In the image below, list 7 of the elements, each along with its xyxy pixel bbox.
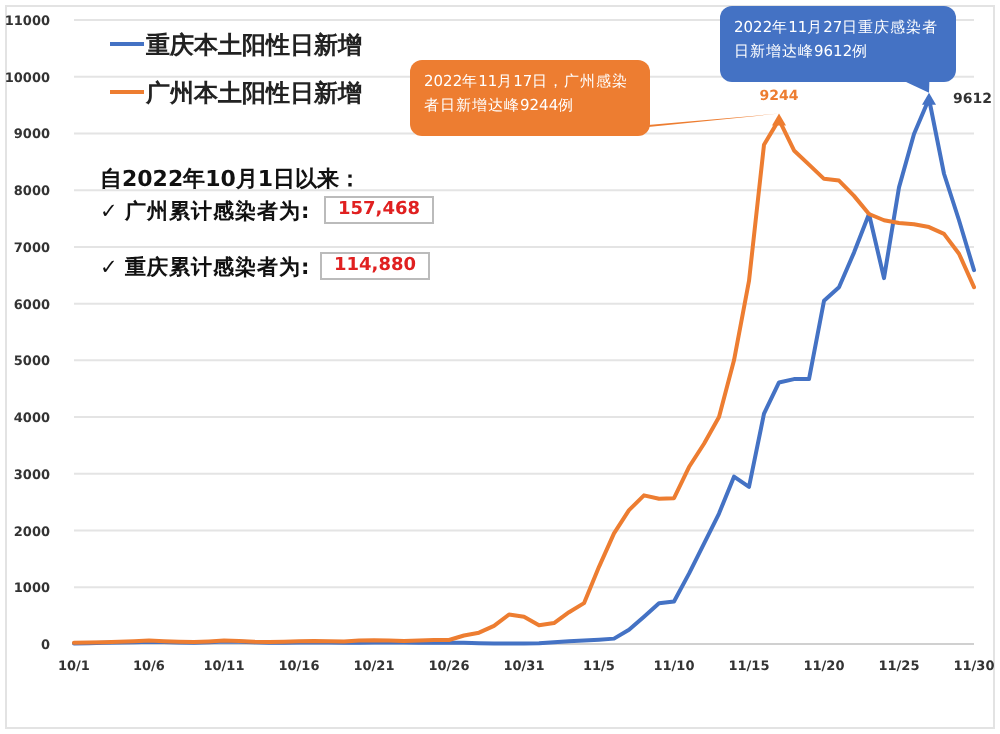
legend-label: 重庆本土阳性日新增 xyxy=(144,31,362,59)
annotation: 157,468 xyxy=(324,196,434,224)
annotation: ✓ 重庆累计感染者为: xyxy=(100,254,310,282)
legend-label: 广州本土阳性日新增 xyxy=(144,79,362,107)
annotation: 自2022年10月1日以来： xyxy=(100,164,362,194)
annotation: ✓ 广州累计感染者为: xyxy=(100,198,310,226)
annotation: 114,880 xyxy=(320,252,430,280)
